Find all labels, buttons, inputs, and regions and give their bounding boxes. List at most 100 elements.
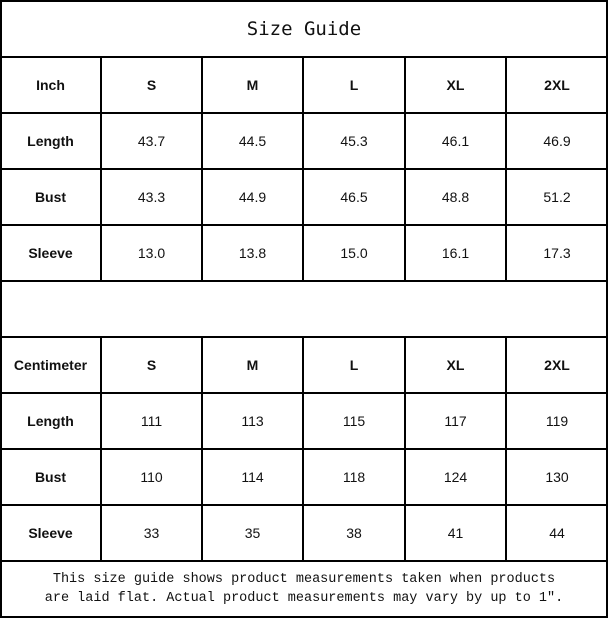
row-divider — [0, 336, 608, 338]
column-header: 2XL — [544, 357, 570, 373]
table-cell: 15.0 — [340, 245, 368, 261]
column-header: S — [146, 77, 157, 93]
column-divider — [302, 449, 304, 505]
column-divider — [100, 225, 102, 281]
row-divider — [0, 392, 608, 394]
column-divider — [201, 337, 203, 393]
column-divider — [505, 337, 507, 393]
column-divider — [100, 393, 102, 449]
table-cell: 115 — [342, 413, 366, 429]
row-label: Sleeve — [28, 525, 73, 541]
column-header: Centimeter — [13, 357, 88, 373]
table-cell: 13.8 — [238, 245, 267, 261]
column-divider — [302, 393, 304, 449]
column-divider — [404, 337, 406, 393]
column-divider — [201, 113, 203, 169]
column-divider — [302, 57, 304, 113]
column-divider — [505, 169, 507, 225]
column-divider — [505, 57, 507, 113]
column-divider — [404, 225, 406, 281]
table-row: Bust 43.3 44.9 46.5 48.8 51.2 — [0, 169, 608, 225]
table-cell: 38 — [346, 525, 362, 541]
table-row: Sleeve 13.0 13.8 15.0 16.1 17.3 — [0, 225, 608, 281]
table-cell: 48.8 — [441, 189, 470, 205]
table-cell: 119 — [545, 413, 569, 429]
row-divider — [0, 504, 608, 506]
column-divider — [404, 169, 406, 225]
row-divider — [0, 56, 608, 58]
row-divider — [0, 448, 608, 450]
row-label: Sleeve — [28, 245, 73, 261]
column-divider — [100, 337, 102, 393]
table-row: Length 111 113 115 117 119 — [0, 393, 608, 449]
column-divider — [505, 113, 507, 169]
row-divider — [0, 168, 608, 170]
table-cell: 46.1 — [441, 133, 470, 149]
column-divider — [100, 113, 102, 169]
table-cell: 46.9 — [543, 133, 571, 149]
column-divider — [201, 449, 203, 505]
column-header: 2XL — [544, 77, 570, 93]
table-cell: 114 — [241, 469, 264, 485]
note-line-2: are laid flat. Actual product measuremen… — [44, 591, 564, 606]
row-divider — [0, 112, 608, 114]
column-divider — [201, 393, 203, 449]
row-divider — [0, 280, 608, 282]
table-cell: 45.3 — [340, 133, 368, 149]
table-cell: 35 — [244, 525, 261, 541]
column-divider — [505, 225, 507, 281]
column-divider — [100, 505, 102, 561]
column-header: M — [246, 77, 259, 93]
table-cell: 16.1 — [441, 245, 470, 261]
row-divider — [0, 560, 608, 562]
table-row: Sleeve 33 35 38 41 44 — [0, 505, 608, 561]
column-header: L — [349, 357, 359, 373]
column-header: L — [349, 77, 359, 93]
table-header-row: Inch S M L XL 2XL — [0, 57, 608, 113]
row-label: Bust — [34, 469, 67, 485]
table-cell: 124 — [443, 469, 468, 485]
measurement-note: This size guide shows product measuremen… — [0, 562, 608, 616]
row-label: Length — [27, 133, 74, 149]
table-cell: 117 — [444, 413, 467, 429]
column-divider — [302, 113, 304, 169]
column-divider — [404, 393, 406, 449]
table-cell: 33 — [143, 525, 160, 541]
column-divider — [404, 449, 406, 505]
table-row: Length 43.7 44.5 45.3 46.1 46.9 — [0, 113, 608, 169]
table-cell: 43.7 — [137, 133, 166, 149]
table-header-row: Centimeter S M L XL 2XL — [0, 337, 608, 393]
column-divider — [100, 449, 102, 505]
table-cell: 111 — [140, 413, 163, 429]
column-divider — [505, 505, 507, 561]
note-line-1: This size guide shows product measuremen… — [52, 572, 556, 587]
page-title: Size Guide — [246, 17, 362, 40]
column-header: S — [146, 357, 157, 373]
column-divider — [505, 393, 507, 449]
table-cell: 44 — [549, 525, 565, 541]
column-divider — [404, 113, 406, 169]
column-divider — [100, 57, 102, 113]
table-cell: 44.9 — [238, 189, 267, 205]
column-divider — [404, 57, 406, 113]
column-divider — [404, 505, 406, 561]
table-cell: 130 — [545, 469, 569, 485]
column-divider — [201, 505, 203, 561]
table-cell: 44.5 — [238, 133, 267, 149]
column-divider — [302, 337, 304, 393]
table-row: Bust 110 114 118 124 130 — [0, 449, 608, 505]
table-cell: 113 — [241, 413, 264, 429]
column-divider — [100, 169, 102, 225]
row-label: Length — [27, 413, 74, 429]
column-divider — [201, 225, 203, 281]
column-divider — [201, 57, 203, 113]
column-header: XL — [446, 77, 465, 93]
table-cell: 46.5 — [340, 189, 368, 205]
table-cell: 110 — [140, 469, 163, 485]
table-cell: 118 — [342, 469, 366, 485]
row-label: Bust — [34, 189, 67, 205]
table-cell: 43.3 — [137, 189, 166, 205]
column-divider — [302, 225, 304, 281]
